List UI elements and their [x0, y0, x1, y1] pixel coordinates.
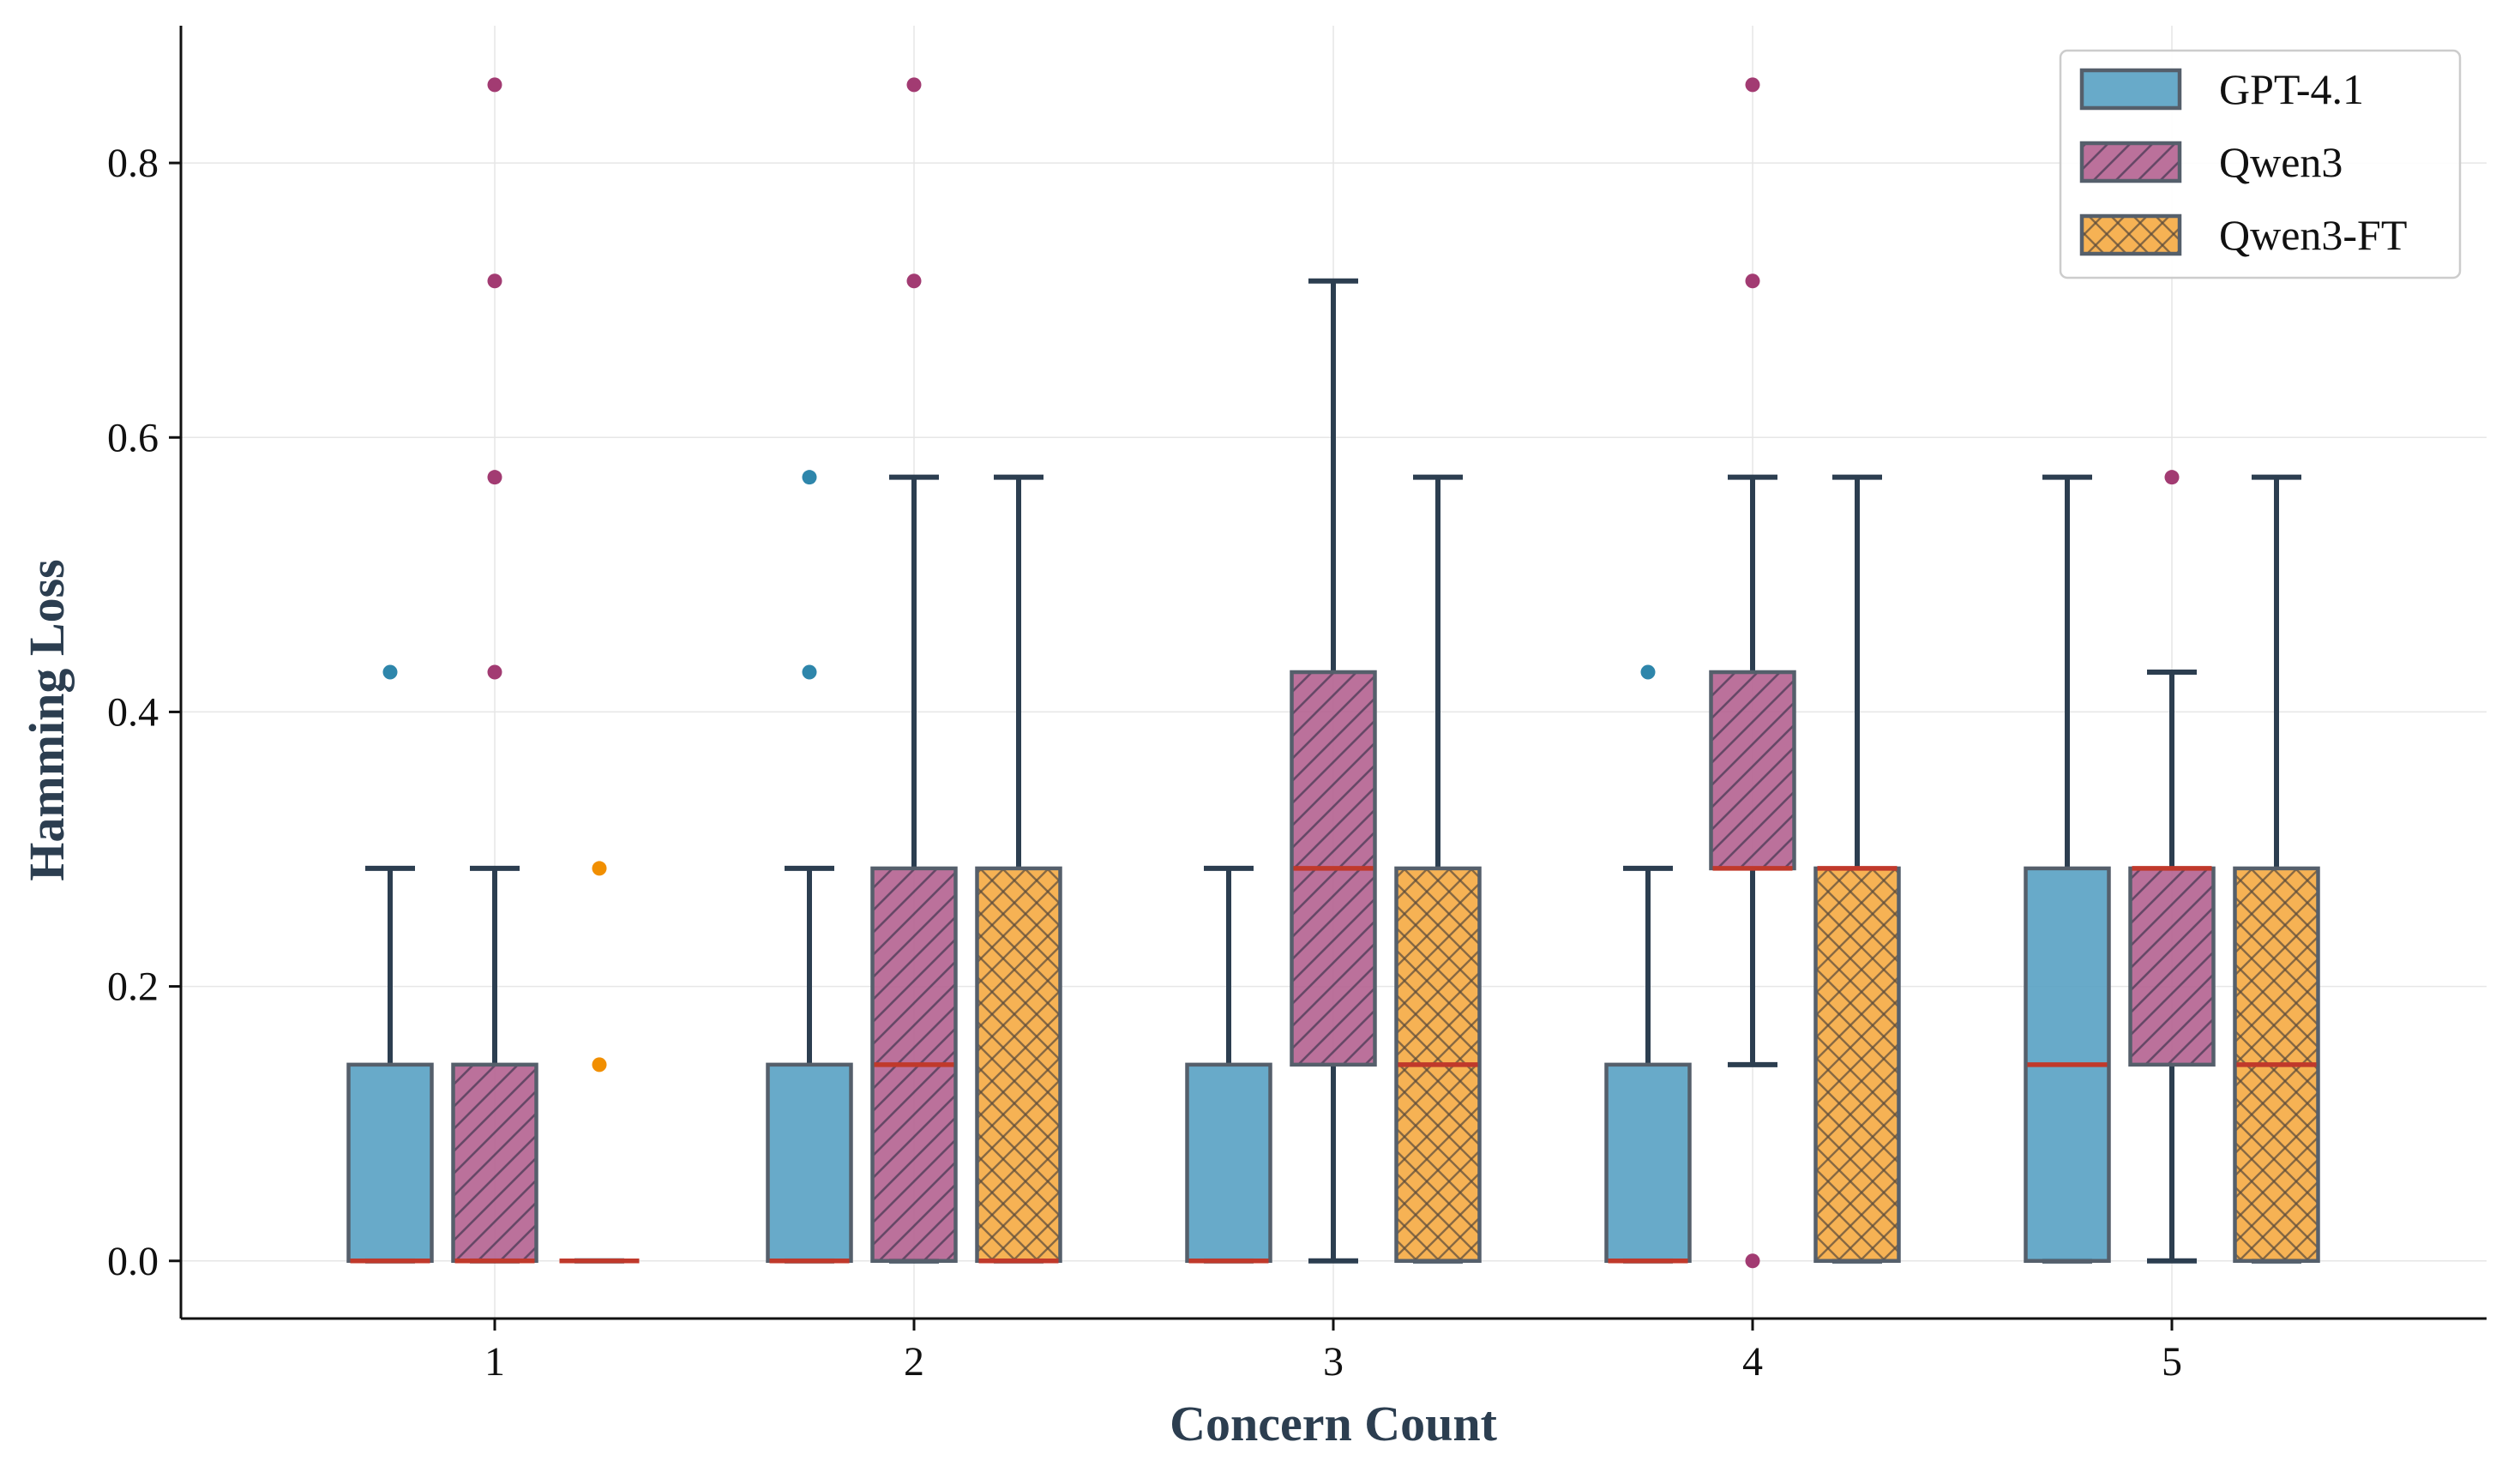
box-fill: [348, 1064, 432, 1261]
outlier-point: [487, 77, 502, 93]
boxplot-qwen3-cat-1: [451, 77, 538, 1264]
outlier-point: [1745, 1253, 1760, 1269]
boxplot-qwen3-ft-cat-3: [1394, 474, 1482, 1264]
box-outline: [1290, 670, 1377, 1067]
legend-swatch-hatch: [2082, 143, 2180, 181]
boxplot-gpt-4-1-cat-3: [1185, 865, 1272, 1264]
legend-label: Qwen3: [2219, 138, 2343, 186]
legend-swatch-outline: [2079, 213, 2182, 256]
boxplot-qwen3-cat-4: [1709, 77, 1796, 1269]
box-hatch: [453, 1064, 537, 1261]
boxplot-qwen3-ft-cat-5: [2233, 474, 2320, 1264]
boxplot-qwen3-ft-cat-4: [1813, 474, 1901, 1264]
outlier-point: [487, 273, 502, 289]
outlier-point: [487, 470, 502, 485]
outlier-point: [1640, 664, 1656, 680]
outlier-point: [382, 664, 398, 680]
y-tick-label: 0.2: [107, 964, 159, 1010]
boxplot-qwen3-cat-2: [870, 77, 958, 1264]
y-tick-label: 0.8: [107, 141, 159, 186]
box-fill: [1187, 1064, 1271, 1261]
legend-item-gpt-4-1: GPT-4.1: [2079, 65, 2364, 113]
y-tick-label: 0.4: [107, 689, 159, 735]
legend-item-qwen3: Qwen3: [2079, 138, 2343, 186]
legend-swatch: [2082, 70, 2180, 108]
legend-label: GPT-4.1: [2219, 65, 2364, 113]
boxplot-qwen3-ft-cat-1: [559, 861, 640, 1264]
x-tick-label: 3: [1323, 1339, 1344, 1385]
x-tick-label: 4: [1742, 1339, 1763, 1385]
outlier-point: [2164, 470, 2180, 485]
outlier-point: [906, 77, 922, 93]
boxes-layer: [346, 77, 2320, 1269]
legend-label: Qwen3-FT: [2219, 211, 2407, 259]
boxplot-gpt-4-1-cat-5: [2024, 474, 2111, 1264]
boxplot-qwen3-cat-5: [2128, 470, 2216, 1264]
legend-swatch-outline: [2079, 68, 2182, 111]
x-axis-title: Concern Count: [1170, 1396, 1498, 1451]
outlier-point: [592, 1057, 607, 1072]
x-tick-label: 5: [2162, 1339, 2182, 1385]
outlier-point: [1745, 273, 1760, 289]
outlier-point: [487, 664, 502, 680]
box-hatch: [1815, 868, 1899, 1261]
legend-swatch-outline: [2079, 141, 2182, 183]
legend: GPT-4.1 Qwen3 Qwen3-FT: [2059, 49, 2462, 279]
boxplot-gpt-4-1-cat-2: [766, 470, 853, 1264]
outlier-point: [1745, 77, 1760, 93]
outlier-point: [906, 273, 922, 289]
box-fill: [1606, 1064, 1690, 1261]
x-tick-label: 2: [904, 1339, 924, 1385]
box-hatch: [2130, 868, 2214, 1065]
legend-swatch-hatch: [2082, 216, 2180, 254]
box-outline: [2233, 866, 2320, 1264]
outlier-point: [802, 664, 817, 680]
box-outline: [1394, 866, 1482, 1264]
y-tick-label: 0.6: [107, 415, 159, 460]
box-hatch: [1711, 672, 1795, 868]
box-hatch: [977, 868, 1061, 1261]
boxplot-gpt-4-1-cat-1: [346, 664, 434, 1264]
boxplot-qwen3-cat-3: [1290, 278, 1377, 1264]
box-outline: [870, 866, 958, 1264]
y-tick-label: 0.0: [107, 1239, 159, 1284]
y-axis-title: Hamming Loss: [19, 559, 75, 880]
ticks-layer: 0.0 0.2 0.4 0.6 0.8 1 2 3 4 5: [107, 141, 2182, 1385]
outlier-point: [802, 470, 817, 485]
box-outline: [2024, 866, 2111, 1264]
box-fill: [767, 1064, 851, 1261]
x-tick-label: 1: [484, 1339, 505, 1385]
boxplot-qwen3-ft-cat-2: [975, 474, 1062, 1264]
boxplot-gpt-4-1-cat-4: [1604, 664, 1692, 1264]
outlier-point: [592, 861, 607, 876]
legend-item-qwen3-ft: Qwen3-FT: [2079, 211, 2407, 259]
